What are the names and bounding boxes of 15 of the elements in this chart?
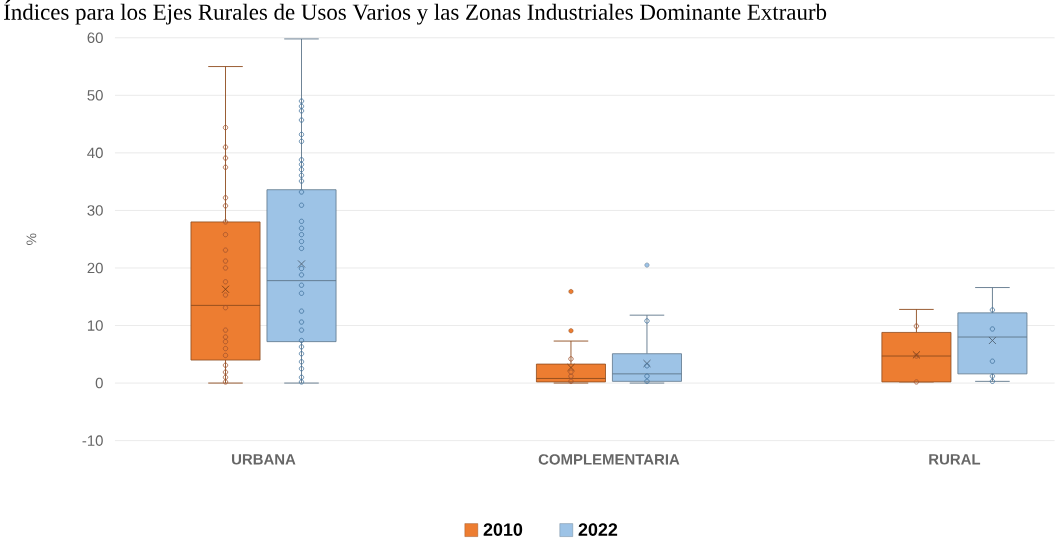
y-tick-label: -10 — [82, 435, 103, 447]
chart-title: Índices para los Ejes Rurales de Usos Varios y las Zonas Industriales Dominante Extraurb — [4, 0, 827, 25]
y-tick-label: 60 — [87, 32, 103, 44]
y-axis-title: % — [26, 233, 37, 246]
y-tick-label: 0 — [95, 377, 103, 389]
y-tick-label: 30 — [87, 205, 103, 216]
y-tick-label: 10 — [87, 320, 103, 332]
y-tick-label: 40 — [87, 147, 103, 159]
x-tick-label: RURAL — [929, 454, 981, 465]
y-tick-label: 20 — [87, 262, 103, 274]
legend-label: 2022 — [578, 523, 618, 537]
y-tick-label: 50 — [87, 90, 103, 101]
x-tick-label: COMPLEMENTARIA — [538, 454, 680, 465]
x-tick-label: URBANA — [232, 454, 296, 465]
legend-label: 2010 — [483, 523, 523, 537]
